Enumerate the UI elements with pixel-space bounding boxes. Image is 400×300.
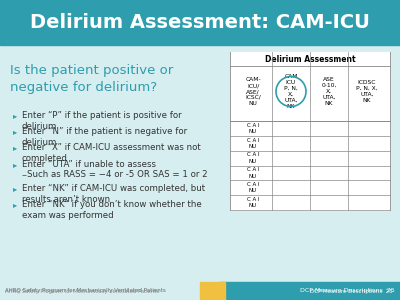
Text: ▸: ▸ <box>13 200 17 209</box>
Text: Enter “N” if the patient is negative for
delirium: Enter “N” if the patient is negative for… <box>22 127 187 147</box>
Text: Is the patient positive or
negative for delirium?: Is the patient positive or negative for … <box>10 64 173 94</box>
Text: Delirium Assessment: Delirium Assessment <box>265 55 355 64</box>
Bar <box>230 52 390 210</box>
Text: AHRQ Safety Program for Mechanically Ventilated Patients: AHRQ Safety Program for Mechanically Ven… <box>5 289 159 294</box>
Text: DCP Measure Descriptions  25: DCP Measure Descriptions 25 <box>300 288 395 293</box>
Text: –: – <box>22 170 27 180</box>
Text: C A I
NU: C A I NU <box>247 152 259 164</box>
Text: C A I
NU: C A I NU <box>247 197 259 208</box>
Text: Enter “X” if CAM-ICU assessment was not
completed: Enter “X” if CAM-ICU assessment was not … <box>22 143 201 163</box>
Text: C A I
NU: C A I NU <box>247 167 259 178</box>
Text: ICDSC
P, N, X,
UTA,
NK: ICDSC P, N, X, UTA, NK <box>356 80 378 103</box>
Text: Enter “NK” if CAM-ICU was completed, but
results aren’t known: Enter “NK” if CAM-ICU was completed, but… <box>22 184 205 204</box>
Text: Such as RASS = −4 or -5 OR SAS = 1 or 2: Such as RASS = −4 or -5 OR SAS = 1 or 2 <box>27 170 208 179</box>
Text: ASE
0-10,
X,
UTA,
NK: ASE 0-10, X, UTA, NK <box>321 77 337 106</box>
Text: Delirium Assessment: CAM-ICU: Delirium Assessment: CAM-ICU <box>30 13 370 32</box>
Bar <box>0 0 400 45</box>
Text: ▸: ▸ <box>13 143 17 152</box>
Text: Enter “NK” if you don’t know whether the
exam was performed: Enter “NK” if you don’t know whether the… <box>22 200 202 220</box>
Text: AHRQ Safety Program for Mechanically Ventilated Patients: AHRQ Safety Program for Mechanically Ven… <box>5 288 166 293</box>
Text: C A I
NU: C A I NU <box>247 182 259 193</box>
Text: Enter “UTA” if unable to assess: Enter “UTA” if unable to assess <box>22 160 156 169</box>
Bar <box>0 290 400 300</box>
Bar <box>200 282 225 300</box>
Text: ▸: ▸ <box>13 111 17 120</box>
Bar <box>220 282 400 300</box>
Text: ▸: ▸ <box>13 160 17 169</box>
Text: C A I
NU: C A I NU <box>247 138 259 149</box>
Text: DCP Measure Descriptions  25: DCP Measure Descriptions 25 <box>310 289 393 293</box>
Text: CAM
ICU
P, N,
X,
UTA,
NK: CAM ICU P, N, X, UTA, NK <box>284 74 298 109</box>
Text: CAM-
ICU/
ASE/
ICSC/
NU: CAM- ICU/ ASE/ ICSC/ NU <box>245 77 261 106</box>
Text: Enter “P” if the patient is positive for
delirium: Enter “P” if the patient is positive for… <box>22 111 182 131</box>
Text: ▸: ▸ <box>13 184 17 193</box>
Text: C A I
NU: C A I NU <box>247 123 259 134</box>
Text: ▸: ▸ <box>13 127 17 136</box>
